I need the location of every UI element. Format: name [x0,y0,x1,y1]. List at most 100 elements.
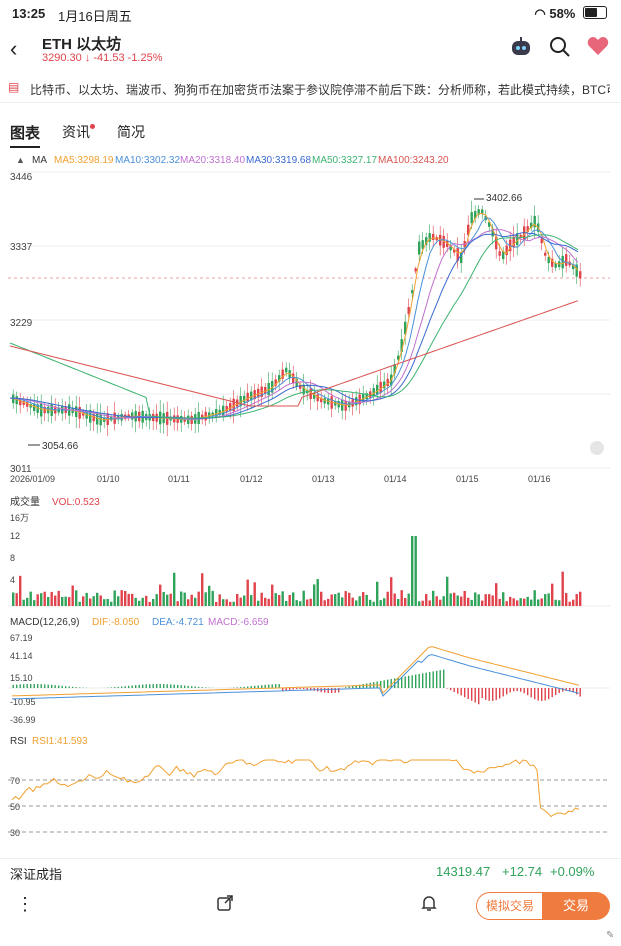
x-label: 01/11 [168,474,190,484]
chart-area[interactable]: ▲ MA MA5:3298.19 MA10:3302.32 MA20:3318.… [0,148,621,858]
volume-bar [551,583,554,606]
volume-bar [411,536,414,606]
ma-line [9,229,579,420]
volume-bar [369,599,372,606]
macd-bar [541,688,543,701]
rsi-panel: RSI RSI1:41.593 70 50 30 [8,736,610,838]
candle-body [460,252,463,264]
simulated-trade-button[interactable]: 模拟交易 [476,892,544,920]
news-ticker[interactable]: ▤ 比特币、以太坊、瑞波币、狗狗币在加密货币法案于参议院停滞不前后下跌：分析师称… [0,74,621,103]
volume-bar [348,592,351,606]
ma-legend-caret: ▲ [16,155,25,165]
reset-view-icon[interactable] [590,441,604,455]
volume-panel: 成交量 VOL:0.523 16万 12 8 4 [8,495,610,607]
macd-bar [345,687,347,688]
volume-bar [197,591,200,606]
volume-tick: 8 [10,553,15,563]
volume-bar [526,596,529,606]
share-icon[interactable] [216,894,234,917]
news-text: 比特币、以太坊、瑞波币、狗狗币在加密货币法案于参议院停滞不前后下跌：分析师称，若… [30,83,610,97]
macd-bar [159,684,161,688]
volume-bar [484,594,487,606]
tab-news[interactable]: 资讯 [62,122,96,148]
robot-assistant-icon[interactable] [509,36,533,64]
x-label: 01/13 [312,474,335,484]
tab-chart[interactable]: 图表 [10,122,41,148]
volume-bar [372,601,375,606]
volume-bar [173,572,176,606]
candle-body [481,209,484,215]
volume-bar [145,595,148,606]
pencil-icon[interactable]: ✎ [606,930,615,941]
volume-bar [229,601,232,606]
candle-body [15,396,18,405]
macd-bar [394,678,396,688]
battery-icon [583,6,607,19]
volume-bar [208,585,211,606]
candle-body [246,392,249,402]
volume-bar [29,591,32,606]
candle-body [250,391,253,401]
candle-body [491,228,494,237]
trade-button[interactable]: 交易 [542,892,610,920]
volume-bar [337,592,340,606]
candle-body [351,399,354,407]
macd-bar [348,686,350,688]
macd-bar [16,684,18,688]
ma100-value: MA100:3243.20 [378,155,449,166]
macd-panel: MACD(12,26,9) DIF:-8.050 DEA:-4.721 MACD… [8,617,610,725]
macd-bar [467,688,469,699]
macd-bar [425,672,427,688]
candle-body [309,388,312,399]
x-label: 01/10 [97,474,120,484]
macd-bar [289,688,291,690]
candle-body [344,401,347,411]
news-icon: ▤ [8,80,20,94]
candle-body [229,402,232,411]
macd-bar [257,685,259,688]
more-icon[interactable]: ⋮ [16,894,34,914]
volume-bar [96,592,99,606]
alert-bell-icon[interactable] [420,894,438,917]
volume-bar [12,592,15,606]
ma-line [9,234,579,419]
search-icon[interactable] [549,36,571,64]
volume-bar [103,599,106,606]
volume-bar [414,536,417,606]
macd-bar [135,685,137,688]
volume-bar [155,594,158,606]
volume-bar [491,595,494,606]
candle-body [393,364,396,374]
macd-bar [243,686,245,688]
price-quote: 3290.30 ↓ -41.53 -1.25% [42,52,163,64]
favorite-heart-icon[interactable] [587,36,609,64]
index-ticker[interactable]: 深证成指 14319.47 +12.74 +0.09% [0,858,621,885]
macd-value: MACD:-6.659 [208,617,269,628]
volume-bar [26,597,29,606]
candle-body [456,248,459,261]
candle-body [526,226,529,232]
macd-bar [19,684,21,688]
back-icon[interactable]: ‹ [10,36,18,61]
candle-body [89,410,92,423]
volume-bar [530,599,533,606]
volume-bar [463,590,466,606]
macd-bar [163,684,165,688]
macd-tick: 41.14 [10,651,33,661]
macd-tick: 67.19 [10,633,33,643]
status-bar: 13:25 1月16日周五 ◠ 58% [0,0,621,30]
volume-bar [166,594,169,606]
volume-bar [15,593,18,606]
low-label: 3054.66 [42,441,79,452]
macd-bar [173,684,175,688]
volume-bar [106,598,109,606]
volume-bar [218,594,221,606]
tab-profile[interactable]: 简况 [117,124,146,140]
volume-bar [470,599,473,606]
candle-body [554,263,557,268]
macd-bar [471,688,473,701]
macd-bar [58,685,60,688]
x-label: 2026/01/09 [10,474,55,484]
macd-bar [387,679,389,688]
volume-bar [57,590,60,606]
